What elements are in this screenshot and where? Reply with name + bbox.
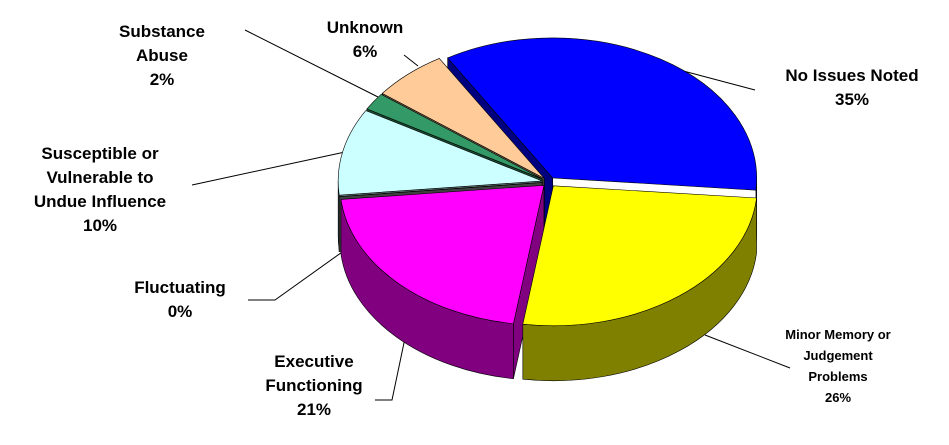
category-name: Minor Memory or Judgement Problems xyxy=(785,327,891,384)
value-label: 35% xyxy=(834,90,870,109)
slice-label: Executive Functioning 21% xyxy=(254,350,374,422)
slice xyxy=(447,37,757,191)
slice-label: Substance Abuse 2% xyxy=(112,20,212,92)
value-label: 10% xyxy=(82,216,118,235)
category-name: Fluctuating xyxy=(134,278,226,297)
leader-line xyxy=(704,334,791,369)
value-label: 21% xyxy=(296,400,332,419)
category-name: Substance Abuse xyxy=(119,22,205,65)
slice xyxy=(340,184,545,325)
leader-line xyxy=(248,249,346,301)
slice-label: Unknown 6% xyxy=(310,16,420,64)
category-name: Susceptible or Vulnerable to Undue Influ… xyxy=(33,144,167,211)
category-name: No Issues Noted xyxy=(785,66,919,85)
slice-label: Minor Memory or Judgement Problems 26% xyxy=(776,324,901,408)
slice-label: No Issues Noted 35% xyxy=(752,64,949,112)
leader-line xyxy=(191,151,346,186)
slice-label: Fluctuating 0% xyxy=(115,276,245,324)
slice xyxy=(366,93,544,180)
value-label: 6% xyxy=(352,42,378,61)
leader-line xyxy=(244,29,379,98)
value-label: 0% xyxy=(167,302,193,321)
value-label: 26% xyxy=(824,390,852,405)
slice xyxy=(522,185,757,327)
slice xyxy=(337,110,543,196)
leader-line xyxy=(403,54,419,67)
category-name: Unknown xyxy=(326,18,404,37)
category-name: Executive Functioning xyxy=(265,352,363,395)
slice-label: Susceptible or Vulnerable to Undue Influ… xyxy=(30,142,170,238)
slice xyxy=(381,58,545,179)
leader-line xyxy=(375,337,406,401)
value-label: 2% xyxy=(149,70,175,89)
